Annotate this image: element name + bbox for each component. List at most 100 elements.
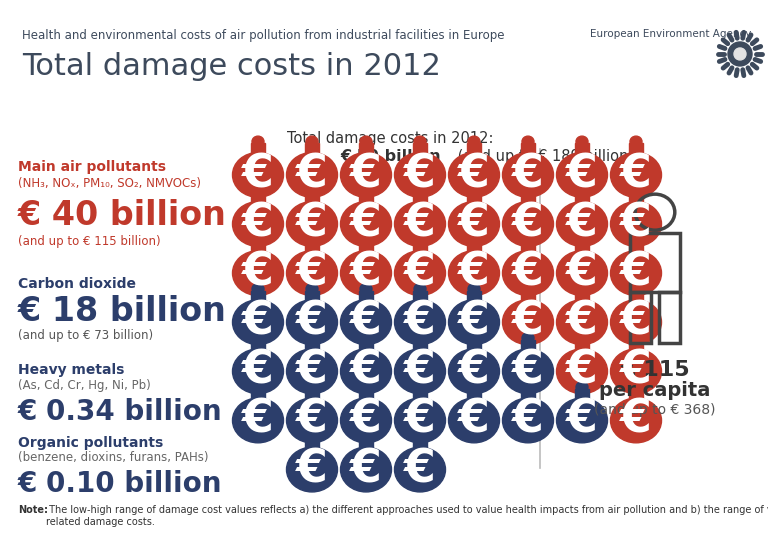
Ellipse shape <box>286 153 337 197</box>
Ellipse shape <box>233 349 283 394</box>
Text: Note:: Note: <box>18 505 48 515</box>
Ellipse shape <box>449 300 499 345</box>
Bar <box>630 241 643 252</box>
Circle shape <box>630 283 642 294</box>
Bar <box>575 143 588 154</box>
Circle shape <box>414 283 426 294</box>
Circle shape <box>414 136 426 147</box>
Text: €: € <box>296 300 328 345</box>
Bar <box>630 340 643 351</box>
Text: €: € <box>620 153 652 197</box>
Circle shape <box>468 382 480 393</box>
Text: Total damage costs in 2012: Total damage costs in 2012 <box>22 52 441 81</box>
Circle shape <box>468 136 480 147</box>
Circle shape <box>630 234 642 245</box>
Bar <box>359 241 372 252</box>
Bar <box>359 143 372 154</box>
Bar <box>468 389 481 400</box>
Circle shape <box>468 283 480 294</box>
Bar <box>413 193 426 203</box>
Text: per capita: per capita <box>599 381 710 400</box>
Bar <box>413 340 426 351</box>
Ellipse shape <box>611 398 661 443</box>
Ellipse shape <box>286 251 337 295</box>
Text: € 18 billion: € 18 billion <box>18 295 227 328</box>
Circle shape <box>414 185 426 196</box>
Text: The low-high range of damage cost values reflects a) the different approaches us: The low-high range of damage cost values… <box>46 505 768 527</box>
Ellipse shape <box>449 349 499 394</box>
Text: European Environment Agency: European Environment Agency <box>590 29 751 39</box>
Text: €: € <box>242 398 274 443</box>
Ellipse shape <box>557 153 607 197</box>
Circle shape <box>252 185 264 196</box>
Text: €: € <box>242 251 274 295</box>
Bar <box>468 290 481 301</box>
Text: €: € <box>620 349 652 394</box>
Circle shape <box>630 185 642 196</box>
Bar <box>521 241 535 252</box>
Bar <box>413 241 426 252</box>
Ellipse shape <box>286 202 337 246</box>
Bar <box>575 340 588 351</box>
Text: (As, Cd, Cr, Hg, Ni, Pb): (As, Cd, Cr, Hg, Ni, Pb) <box>18 379 151 392</box>
Ellipse shape <box>233 251 283 295</box>
Text: €: € <box>620 300 652 345</box>
Ellipse shape <box>395 202 445 246</box>
Circle shape <box>252 283 264 294</box>
Text: (and up to € 73 billion): (and up to € 73 billion) <box>18 329 153 342</box>
Bar <box>659 293 680 343</box>
Bar <box>468 193 481 203</box>
Ellipse shape <box>557 251 607 295</box>
Bar <box>630 143 643 154</box>
Text: €: € <box>350 398 382 443</box>
Text: €: € <box>350 251 382 295</box>
Circle shape <box>630 382 642 393</box>
Ellipse shape <box>340 398 392 443</box>
Circle shape <box>522 234 534 245</box>
Text: € 59 billion: € 59 billion <box>340 149 441 165</box>
Ellipse shape <box>557 349 607 394</box>
Bar <box>306 241 319 252</box>
Ellipse shape <box>502 153 554 197</box>
Circle shape <box>576 283 588 294</box>
Text: €: € <box>458 398 490 443</box>
Bar <box>521 340 535 351</box>
Bar <box>251 340 265 351</box>
Ellipse shape <box>611 300 661 345</box>
Text: €: € <box>242 300 274 345</box>
Circle shape <box>414 234 426 245</box>
Text: €: € <box>404 153 436 197</box>
Text: €: € <box>404 398 436 443</box>
Circle shape <box>522 382 534 393</box>
Circle shape <box>306 234 318 245</box>
Text: € 40 billion: € 40 billion <box>18 199 227 231</box>
Ellipse shape <box>395 398 445 443</box>
Ellipse shape <box>557 202 607 246</box>
Bar <box>468 241 481 252</box>
Ellipse shape <box>449 202 499 246</box>
Text: Carbon dioxide: Carbon dioxide <box>18 277 136 291</box>
Ellipse shape <box>502 349 554 394</box>
Ellipse shape <box>286 398 337 443</box>
Bar <box>306 438 319 449</box>
Ellipse shape <box>340 300 392 345</box>
Bar <box>359 290 372 301</box>
Text: €: € <box>242 201 274 247</box>
Bar <box>251 143 265 154</box>
Circle shape <box>734 48 746 60</box>
Ellipse shape <box>395 153 445 197</box>
Bar <box>521 389 535 400</box>
Text: €: € <box>404 300 436 345</box>
Text: €: € <box>566 398 598 443</box>
Text: €: € <box>296 398 328 443</box>
Bar <box>306 290 319 301</box>
Text: (benzene, dioxins, furans, PAHs): (benzene, dioxins, furans, PAHs) <box>18 451 208 464</box>
Circle shape <box>306 185 318 196</box>
Bar <box>521 143 535 154</box>
Ellipse shape <box>286 349 337 394</box>
Bar <box>630 193 643 203</box>
Text: €: € <box>458 201 490 247</box>
Circle shape <box>306 333 318 344</box>
Bar <box>413 143 426 154</box>
Ellipse shape <box>395 251 445 295</box>
